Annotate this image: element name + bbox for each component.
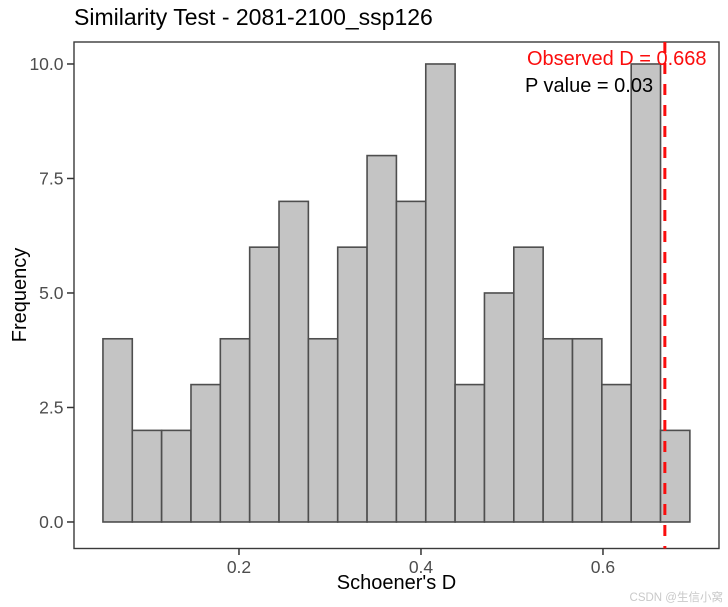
histogram-bar xyxy=(542,337,574,523)
histogram-bar xyxy=(630,63,662,523)
histogram-bar xyxy=(336,246,368,523)
histogram-bar xyxy=(601,383,632,523)
histogram-bar xyxy=(248,246,280,523)
axes: 0.2 0.4 0.6 0.0 2.5 5.0 7.5 10.0 xyxy=(29,54,615,577)
histogram-bar xyxy=(424,63,456,523)
y-axis-title: Frequency xyxy=(9,248,31,343)
histogram-bar xyxy=(571,337,603,523)
histogram-bar xyxy=(512,246,544,523)
histogram-bar xyxy=(307,337,339,523)
x-tick-label: 0.2 xyxy=(227,557,251,577)
y-tick-label: 10.0 xyxy=(29,54,63,74)
watermark: CSDN @生信小窝 xyxy=(630,590,723,604)
y-tick-label: 2.5 xyxy=(39,397,63,417)
y-tick-label: 5.0 xyxy=(39,283,64,303)
y-tick-label: 7.5 xyxy=(39,168,63,188)
p-value-label: P value = 0.03 xyxy=(525,75,653,97)
observed-d-label: Observed D = 0.668 xyxy=(527,48,707,70)
histogram-bar xyxy=(483,292,515,523)
histogram-bar xyxy=(102,337,134,523)
histogram-bar xyxy=(278,200,310,523)
histogram-bar xyxy=(219,337,251,523)
histogram-bar xyxy=(366,154,398,523)
chart-title: Similarity Test - 2081-2100_ssp126 xyxy=(74,4,433,30)
histogram-bar xyxy=(160,429,192,523)
histogram-bar xyxy=(190,383,222,523)
histogram-bars xyxy=(102,63,691,523)
histogram-bar xyxy=(454,383,486,523)
x-tick-label: 0.6 xyxy=(591,557,615,577)
x-axis-title: Schoener's D xyxy=(337,572,456,594)
histogram-bar xyxy=(131,429,163,523)
histogram-bar xyxy=(395,200,427,523)
y-tick-label: 0.0 xyxy=(39,512,64,532)
x-tick-label: 0.4 xyxy=(409,557,434,577)
